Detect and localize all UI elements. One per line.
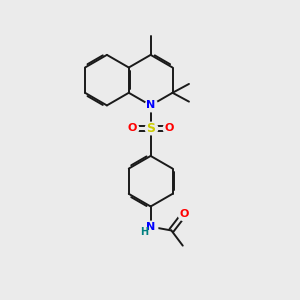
Text: N: N [146,222,155,232]
Text: O: O [164,123,173,133]
Text: O: O [179,209,189,219]
Text: S: S [146,122,155,135]
Text: O: O [128,123,137,133]
Text: N: N [146,100,155,110]
Text: H: H [140,227,148,237]
